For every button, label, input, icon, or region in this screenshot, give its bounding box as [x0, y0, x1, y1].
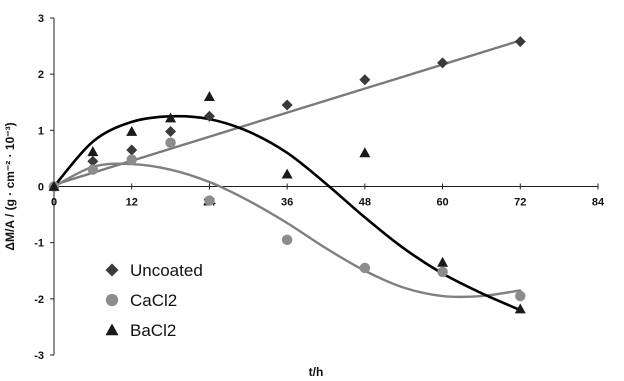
legend: Uncoated CaCl2 BaCl2: [105, 261, 203, 340]
data-point-cacl2: [165, 137, 176, 148]
data-point-bacl2: [359, 147, 371, 158]
y-tick-label: -1: [34, 238, 44, 250]
data-point-cacl2: [437, 266, 448, 278]
y-tick-label: -3: [34, 350, 44, 362]
y-tick-label: 2: [38, 69, 44, 81]
data-point-uncoated: [359, 74, 371, 86]
y-tick-label: -2: [34, 294, 44, 306]
data-point-bacl2: [165, 112, 177, 123]
data-point-cacl2: [87, 164, 99, 175]
data-point-bacl2: [126, 125, 138, 136]
x-axis-title: t/h: [309, 365, 324, 379]
y-tick-label: 0: [38, 182, 44, 194]
data-point-uncoated: [126, 144, 138, 156]
data-point-uncoated: [87, 155, 99, 167]
data-point-cacl2: [281, 234, 293, 246]
data-point-cacl2: [126, 154, 137, 165]
data-point-cacl2: [515, 290, 526, 302]
data-point-uncoated: [281, 99, 293, 111]
x-tick-label: 12: [126, 197, 138, 209]
legend-marker-cacl2: [105, 293, 119, 307]
data-point-bacl2: [281, 168, 293, 179]
legend-label-uncoated: Uncoated: [130, 261, 203, 280]
y-tick-label: 1: [38, 125, 44, 137]
y-axis-title: ΔM/A / (g · cm⁻² · 10⁻³): [3, 122, 17, 250]
legend-label-cacl2: CaCl2: [130, 291, 177, 310]
data-point-uncoated: [165, 125, 177, 137]
x-tick-label: 36: [281, 197, 293, 209]
x-tick-label: 0: [51, 197, 57, 209]
legend-marker-bacl2: [105, 323, 119, 336]
x-tick-label: 48: [359, 197, 371, 209]
x-tick-label: 60: [436, 197, 448, 209]
data-point-bacl2: [48, 181, 60, 191]
data-point-uncoated: [203, 110, 215, 122]
legend-marker-uncoated: [105, 263, 119, 277]
data-point-bacl2: [437, 256, 449, 267]
trend-line-bacl2: [52, 114, 522, 312]
x-tick-label: 84: [592, 197, 605, 209]
y-tick-label: 3: [38, 13, 44, 25]
x-tick-label: 72: [514, 197, 526, 209]
data-markers: [48, 36, 526, 314]
data-point-uncoated: [437, 57, 449, 69]
data-point-cacl2: [204, 195, 215, 206]
data-point-bacl2: [87, 146, 99, 157]
data-point-cacl2: [359, 262, 371, 274]
legend-label-bacl2: BaCl2: [130, 321, 176, 340]
data-point-bacl2: [514, 303, 526, 314]
data-point-uncoated: [514, 36, 526, 48]
y-ticks: 3 2 1 0 -1 -2 -3: [34, 13, 54, 362]
data-point-bacl2: [203, 91, 215, 102]
x-ticks: 012243648607284: [51, 183, 605, 209]
